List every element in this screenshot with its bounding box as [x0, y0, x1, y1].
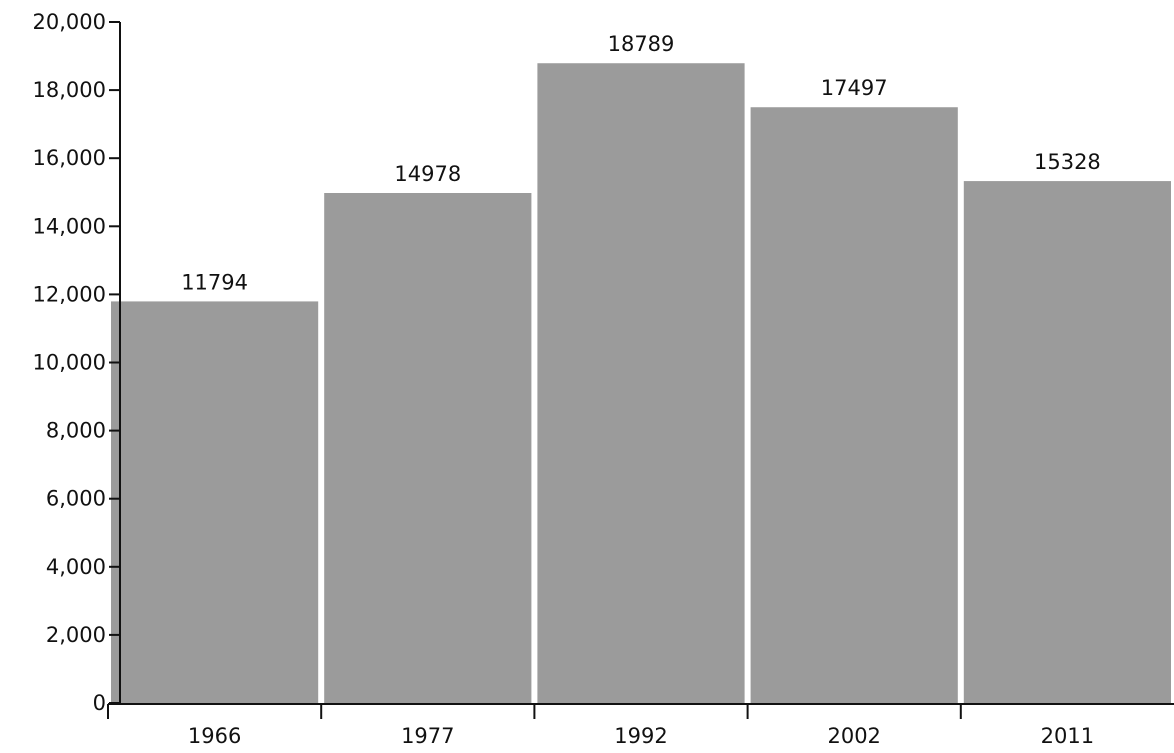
bar-2011 [963, 181, 1171, 703]
x-axis: 1966 1977 1992 2002 2011 [107, 703, 1174, 748]
value-labels-layer: 11794 14978 18789 17497 15328 [181, 32, 1101, 294]
y-tick-label: 0 [93, 691, 106, 715]
value-label-1966: 11794 [181, 270, 248, 294]
bars-layer [111, 63, 1171, 704]
x-tick-label-1966: 1966 [188, 724, 241, 748]
value-label-1992: 18789 [608, 32, 675, 56]
bar-1977 [324, 192, 532, 704]
value-label-1977: 14978 [394, 162, 461, 186]
y-tick-label: 10,000 [33, 351, 106, 375]
value-label-2011: 15328 [1034, 150, 1101, 174]
y-tick-label: 20,000 [33, 10, 106, 34]
y-axis: 0 2,000 4,000 6,000 8,000 10,000 12,000 14,000 1… [33, 10, 121, 715]
y-tick-label: 14,000 [33, 214, 106, 238]
bar-2002 [750, 107, 958, 703]
y-tick-label: 18,000 [33, 78, 106, 102]
x-tick-label-1992: 1992 [614, 724, 667, 748]
y-tick-label: 8,000 [46, 419, 106, 443]
bar-1992 [537, 63, 745, 703]
bar-1966 [111, 301, 319, 703]
value-label-2002: 17497 [821, 76, 888, 100]
y-tick-label: 12,000 [33, 282, 106, 306]
y-tick-label: 16,000 [33, 146, 106, 170]
x-tick-label-2011: 2011 [1041, 724, 1094, 748]
y-tick-label: 2,000 [46, 623, 106, 647]
x-tick-label-2002: 2002 [827, 724, 880, 748]
y-tick-label: 4,000 [46, 555, 106, 579]
y-tick-label: 6,000 [46, 487, 106, 511]
x-tick-label-1977: 1977 [401, 724, 454, 748]
